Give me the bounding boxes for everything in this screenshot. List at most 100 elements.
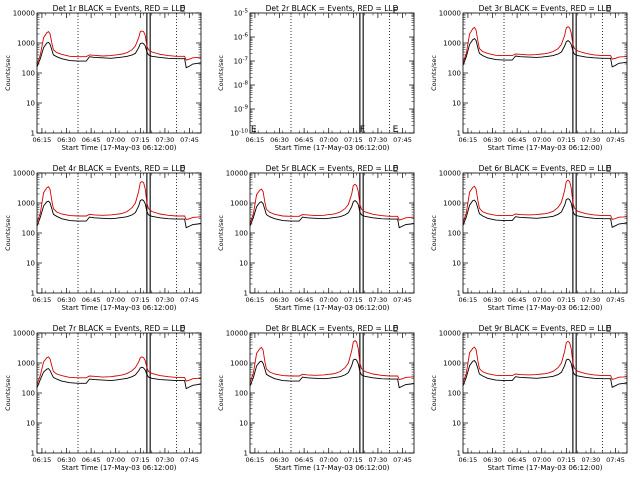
x-tick-label: 06:30 — [270, 296, 289, 304]
x-tick-label: 07:15 — [131, 296, 150, 304]
series-lld-line — [36, 356, 202, 385]
panel-det-2r: Det 2r BLACK = Events, RED = LLD 10-10 10-… — [217, 4, 415, 152]
x-tick-label: 07:30 — [156, 456, 175, 464]
y-tick-label: 100 — [235, 230, 248, 238]
x-tick-label: 06:15 — [33, 136, 52, 144]
flag-marker: E — [393, 325, 399, 335]
y-tick-label: 1 — [457, 290, 461, 298]
y-tick-label: 100 — [22, 230, 35, 238]
series-lld-line — [249, 340, 415, 383]
y-tick-label: 10000 — [439, 170, 461, 178]
y-tick-label: 10 — [452, 260, 461, 268]
y-axis-label: Counts/sec — [430, 55, 438, 91]
series-events-line — [462, 198, 628, 228]
flag-marker: E — [180, 5, 186, 15]
x-tick-label: 06:15 — [459, 296, 478, 304]
x-tick-label: 07:45 — [606, 136, 625, 144]
x-tick-label: 07:30 — [156, 296, 175, 304]
x-tick-label: 06:15 — [246, 296, 265, 304]
y-tick-label: 10 — [26, 100, 35, 108]
x-tick-label: 07:15 — [344, 296, 363, 304]
panel-title: Det 9r BLACK = Events, RED = LLD — [479, 324, 612, 333]
x-tick-label: 07:30 — [582, 136, 601, 144]
y-axis-label: Counts/sec — [4, 375, 12, 411]
flag-marker: E — [393, 165, 399, 175]
x-tick-label: 07:00 — [319, 456, 338, 464]
x-tick-label: 06:45 — [508, 136, 527, 144]
y-tick-label: 10 — [239, 420, 248, 428]
y-tick-label: 1 — [457, 450, 461, 458]
panel-title: Det 3r BLACK = Events, RED = LLD — [479, 4, 612, 13]
y-tick-label: 1000 — [230, 360, 248, 368]
y-tick-label: 10-9 — [234, 105, 249, 114]
series-events-line — [249, 358, 415, 389]
x-tick-label: 07:15 — [344, 136, 363, 144]
x-tick-label: 07:00 — [319, 296, 338, 304]
y-tick-label: 1 — [244, 290, 248, 298]
y-tick-label: 1 — [244, 450, 248, 458]
x-tick-label: 07:00 — [532, 456, 551, 464]
x-axis-label: Start Time (17-May-03 06:12:00) — [274, 304, 389, 312]
x-tick-label: 06:15 — [33, 296, 52, 304]
x-tick-label: 06:30 — [57, 296, 76, 304]
x-tick-label: 06:15 — [33, 456, 52, 464]
x-tick-label: 06:45 — [295, 296, 314, 304]
x-tick-label: 07:15 — [344, 456, 363, 464]
panel-title: Det 4r BLACK = Events, RED = LLD — [53, 164, 186, 173]
x-tick-label: 07:45 — [393, 456, 412, 464]
flag-marker: E — [606, 5, 612, 15]
x-tick-label: 07:15 — [557, 296, 576, 304]
series-lld-line — [462, 340, 628, 383]
y-axis-label: Counts/sec — [217, 55, 225, 91]
x-tick-label: 06:30 — [57, 456, 76, 464]
x-tick-label: 07:45 — [606, 456, 625, 464]
y-axis-label: Counts/sec — [430, 375, 438, 411]
y-tick-label: 10000 — [13, 170, 35, 178]
y-tick-label: 100 — [448, 230, 461, 238]
x-tick-label: 07:45 — [180, 296, 199, 304]
panel-title: Det 5r BLACK = Events, RED = LLD — [266, 164, 399, 173]
x-axis-label: Start Time (17-May-03 06:12:00) — [61, 464, 176, 472]
series-events-line — [462, 38, 628, 68]
panel-det-9r: Det 9r BLACK = Events, RED = LLD 1 10 100 10… — [430, 324, 628, 472]
x-tick-label: 06:45 — [295, 136, 314, 144]
x-axis-label: Start Time (17-May-03 06:12:00) — [487, 144, 602, 152]
series-events-line — [36, 41, 202, 69]
y-tick-label: 100 — [22, 70, 35, 78]
flag-marker: E — [180, 325, 186, 335]
series-events-line — [36, 199, 202, 229]
x-tick-label: 07:00 — [106, 136, 125, 144]
y-tick-label: 10-7 — [234, 57, 249, 66]
y-tick-label: 100 — [22, 390, 35, 398]
y-axis-label: Counts/sec — [4, 55, 12, 91]
x-tick-label: 06:45 — [82, 136, 101, 144]
y-tick-label: 10-10 — [230, 129, 248, 138]
x-tick-label: 06:45 — [82, 296, 101, 304]
y-tick-label: 1000 — [443, 200, 461, 208]
y-tick-label: 1 — [31, 450, 35, 458]
y-tick-label: 10 — [26, 260, 35, 268]
flag-marker: E — [393, 6, 399, 16]
series-events-line — [249, 200, 415, 229]
x-tick-label: 06:45 — [295, 456, 314, 464]
y-tick-label: 1000 — [17, 200, 35, 208]
y-tick-label: 1 — [31, 130, 35, 138]
panel-det-6r: Det 6r BLACK = Events, RED = LLD 1 10 100 10… — [430, 164, 628, 312]
panel-det-5r: Det 5r BLACK = Events, RED = LLD 1 10 100 10… — [217, 164, 415, 312]
y-tick-label: 1000 — [230, 200, 248, 208]
series-lld-line — [462, 179, 628, 223]
x-axis-label: Start Time (17-May-03 06:12:00) — [487, 304, 602, 312]
x-tick-label: 07:00 — [532, 296, 551, 304]
x-tick-label: 07:00 — [106, 296, 125, 304]
x-tick-label: 07:00 — [106, 456, 125, 464]
y-tick-label: 10000 — [439, 330, 461, 338]
flag-marker: E — [393, 125, 399, 135]
x-tick-label: 07:00 — [319, 136, 338, 144]
y-tick-label: 1 — [457, 130, 461, 138]
y-tick-label: 10000 — [13, 330, 35, 338]
x-tick-label: 06:30 — [483, 456, 502, 464]
panel-title: Det 1r BLACK = Events, RED = LLD — [53, 4, 186, 13]
x-axis-label: Start Time (17-May-03 06:12:00) — [487, 464, 602, 472]
y-axis-label: Counts/sec — [430, 215, 438, 251]
